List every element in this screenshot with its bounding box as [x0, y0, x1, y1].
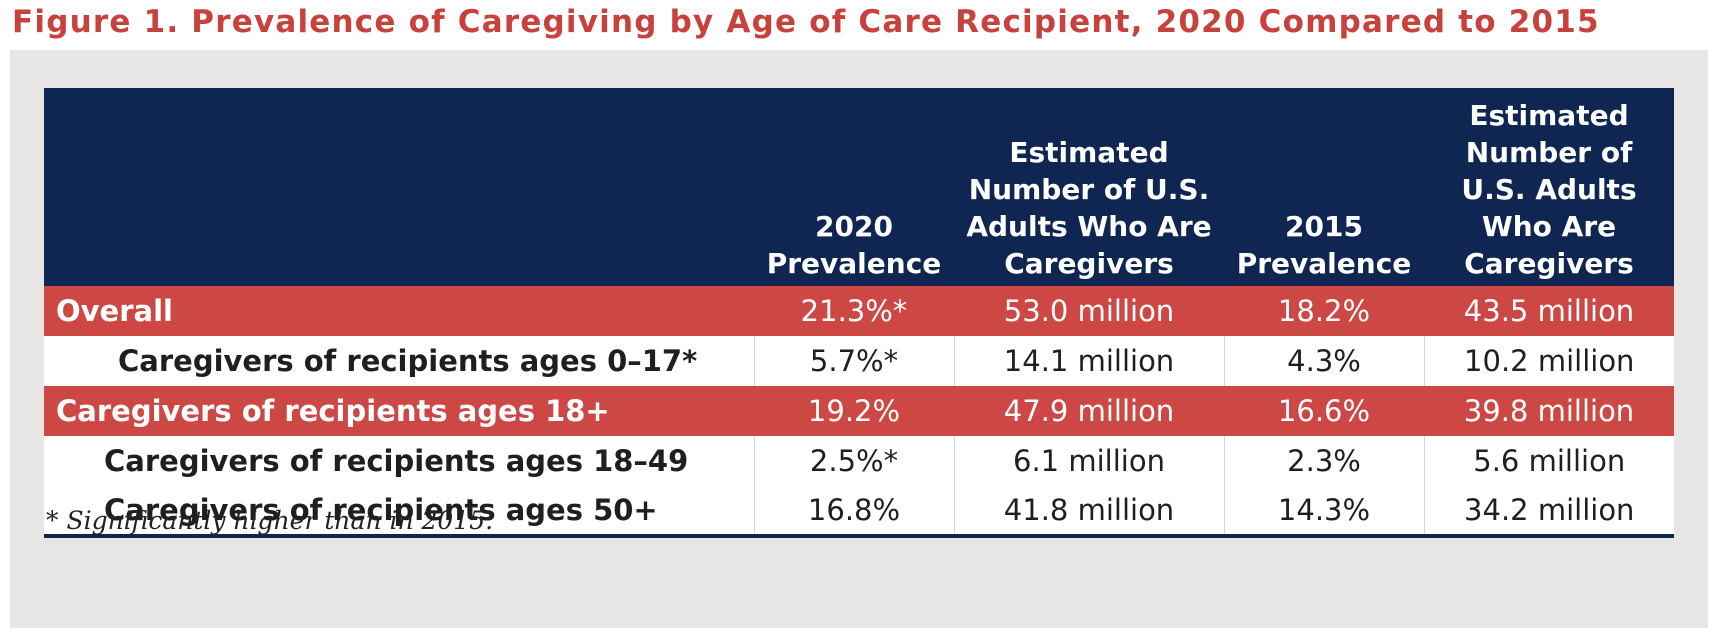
- cell-2020-prevalence: 16.8%: [753, 486, 954, 536]
- cell-2015-prevalence: 2.3%: [1223, 436, 1424, 486]
- cell-2015-number: 5.6 million: [1423, 436, 1674, 486]
- cell-2020-prevalence: 2.5%*: [753, 436, 954, 486]
- header-2020-estimated-number: Estimated Number of U.S. Adults Who Are …: [966, 136, 1212, 280]
- footnote: * Significantly higher than in 2015.: [46, 506, 494, 535]
- cell-2020-number: 6.1 million: [953, 436, 1224, 486]
- cell-2020-prevalence: 5.7%*: [753, 336, 954, 386]
- cell-2020-prevalence: 21.3%*: [800, 294, 908, 328]
- table-row-ages-50-plus: Caregivers of recipients ages 50+ 16.8% …: [44, 486, 1674, 536]
- header-2020-prevalence: 2020 Prevalence: [766, 210, 942, 280]
- header-category: [44, 88, 754, 286]
- cell-2020-number: 14.1 million: [953, 336, 1224, 386]
- caregiving-table: 2020 Prevalence Estimated Number of U.S.…: [44, 88, 1674, 538]
- cell-2020-number: 53.0 million: [1003, 294, 1175, 328]
- cell-2015-prevalence: 4.3%: [1223, 336, 1424, 386]
- cell-2015-number: 39.8 million: [1463, 394, 1635, 428]
- table-panel: 2020 Prevalence Estimated Number of U.S.…: [10, 50, 1708, 628]
- row-label: Overall: [56, 294, 173, 328]
- cell-2015-number: 10.2 million: [1423, 336, 1674, 386]
- table-row-ages-18-49: Caregivers of recipients ages 18–49 2.5%…: [44, 436, 1674, 486]
- row-label: Caregivers of recipients ages 18–49: [104, 444, 689, 478]
- row-label: Caregivers of recipients ages 50+: [104, 493, 658, 527]
- cell-2015-number: 43.5 million: [1463, 294, 1635, 328]
- cell-2015-prevalence: 14.3%: [1223, 486, 1424, 536]
- table-row-ages-0-17: Caregivers of recipients ages 0–17* 5.7%…: [44, 336, 1674, 386]
- row-label: Caregivers of recipients ages 0–17*: [118, 344, 698, 378]
- cell-2015-prevalence: 16.6%: [1277, 394, 1371, 428]
- figure-title: Figure 1. Prevalence of Caregiving by Ag…: [12, 4, 1600, 40]
- header-2015-prevalence: 2015 Prevalence: [1236, 210, 1412, 280]
- cell-2015-prevalence: 18.2%: [1277, 294, 1371, 328]
- row-label: Caregivers of recipients ages 18+: [56, 394, 610, 428]
- cell-2015-number: 34.2 million: [1423, 486, 1674, 536]
- table-header-row: 2020 Prevalence Estimated Number of U.S.…: [44, 88, 1674, 286]
- header-2015-estimated-number: Estimated Number of U.S. Adults Who Are …: [1461, 99, 1637, 280]
- cell-2020-number: 41.8 million: [953, 486, 1224, 536]
- table-row-ages-18-plus: Caregivers of recipients ages 18+ 19.2% …: [44, 386, 1674, 436]
- cell-2020-number: 47.9 million: [1003, 394, 1175, 428]
- cell-2020-prevalence: 19.2%: [807, 394, 901, 428]
- table-row-overall: Overall 21.3%* 53.0 million 18.2% 43.5 m…: [44, 286, 1674, 336]
